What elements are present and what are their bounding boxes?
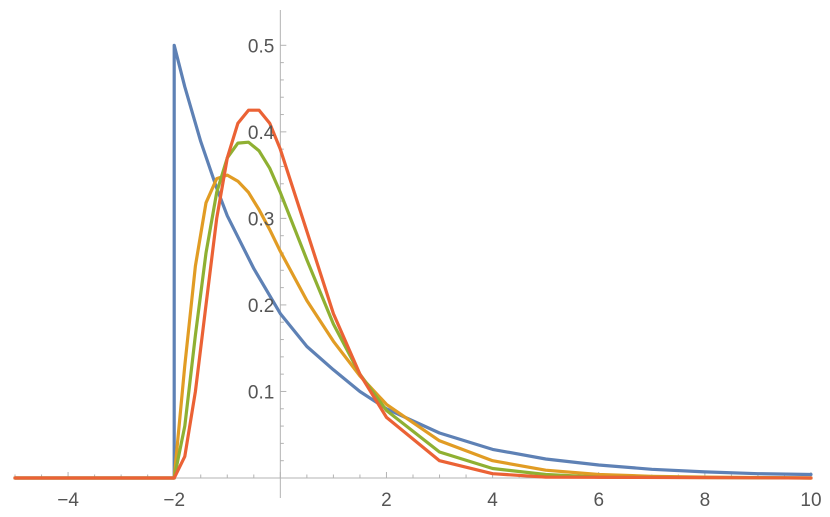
tick-labels: −4 −2 2 4 6 8 10 0.1 0.2 0.3 0.4 0.5: [57, 36, 821, 511]
axes: [15, 10, 811, 498]
y-tick-label: 0.4: [248, 123, 275, 144]
series-line-4: [13, 108, 813, 480]
ticks: [14, 44, 812, 478]
y-tick-label: 0.3: [248, 209, 274, 230]
y-tick-label: 0.5: [248, 36, 274, 57]
y-tick-label: 0.1: [248, 382, 274, 403]
x-tick-label: 8: [700, 490, 711, 511]
series-line-2: [13, 173, 813, 480]
x-tick-label: 10: [800, 490, 821, 511]
x-tick-label: 4: [487, 490, 498, 511]
x-tick-label: −2: [163, 490, 185, 511]
x-tick-label: 2: [381, 490, 392, 511]
x-tick-label: −4: [57, 490, 79, 511]
series-line-3: [13, 140, 813, 480]
series-line-1: [13, 43, 813, 480]
x-tick-label: 6: [593, 490, 604, 511]
y-tick-label: 0.2: [248, 296, 274, 317]
series-layer: [13, 43, 813, 480]
